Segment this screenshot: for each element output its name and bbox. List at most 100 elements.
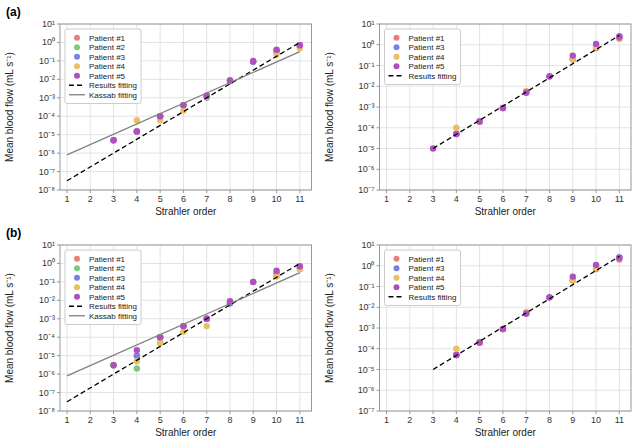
grid-line — [380, 307, 632, 308]
x-tick-label: 10 — [591, 194, 601, 204]
x-tick — [456, 411, 457, 414]
x-tick-label: 7 — [204, 194, 209, 204]
x-tick — [160, 190, 161, 193]
x-tick — [596, 190, 597, 193]
x-tick-label: 11 — [615, 194, 624, 204]
x-tick — [66, 411, 67, 414]
y-tick-label: 10⁻¹ — [358, 61, 374, 71]
plot-frame — [380, 245, 632, 411]
legend-label: Patient #4 — [89, 283, 126, 292]
grid-line — [572, 24, 573, 190]
legend: Patient #1Patient #2Patient #3Patient #4… — [65, 29, 141, 104]
y-tick — [57, 60, 60, 61]
y-tick — [57, 263, 60, 264]
x-tick-label: 7 — [204, 415, 209, 425]
y-tick-label: 10⁻⁶ — [358, 385, 375, 395]
legend-swatch — [389, 75, 405, 76]
x-tick — [276, 190, 277, 193]
y-tick-label: 10⁻⁴ — [358, 123, 375, 133]
legend-label: Kassab fitting — [89, 91, 137, 100]
point — [157, 340, 163, 346]
data-area — [67, 263, 303, 402]
x-tick — [526, 190, 527, 193]
x-tick — [572, 411, 573, 414]
grid-line — [60, 374, 312, 375]
legend-swatch — [394, 265, 400, 271]
legend-swatch — [394, 63, 400, 69]
x-tick — [619, 190, 620, 193]
y-tick-label: 10⁰ — [361, 40, 374, 50]
x-tick — [502, 411, 503, 414]
plot-area — [60, 245, 312, 411]
data-area — [433, 254, 622, 369]
y-tick-label: 10⁰ — [42, 258, 55, 268]
y-tick — [57, 190, 60, 191]
point — [204, 323, 210, 329]
x-tick — [66, 190, 67, 193]
grid-line — [206, 24, 207, 190]
x-tick-label: 4 — [454, 415, 459, 425]
y-tick-label: 10⁻¹ — [39, 56, 55, 66]
grid — [60, 245, 312, 411]
x-tick — [183, 411, 184, 414]
x-tick — [386, 190, 387, 193]
y-tick — [377, 107, 380, 108]
grid-line — [380, 169, 632, 170]
x-tick-label: 8 — [547, 194, 552, 204]
x-tick-label: 2 — [407, 415, 412, 425]
point — [250, 58, 256, 64]
y-tick-label: 10⁻³ — [358, 102, 374, 112]
grid-line — [380, 127, 632, 128]
y-tick — [377, 24, 380, 25]
x-tick-label: 8 — [547, 415, 552, 425]
y-tick-label: 10⁰ — [361, 261, 374, 271]
legend-swatch — [74, 54, 80, 60]
y-tick — [377, 169, 380, 170]
legend-swatch — [74, 35, 80, 41]
y-tick-label: 10⁻⁵ — [358, 144, 375, 154]
x-tick — [502, 190, 503, 193]
x-tick — [619, 411, 620, 414]
y-tick — [57, 79, 60, 80]
y-tick-label: 10⁻⁴ — [38, 332, 55, 342]
legend-box — [65, 29, 141, 104]
y-tick — [57, 116, 60, 117]
grid-line — [60, 153, 312, 154]
x-tick — [276, 411, 277, 414]
point — [134, 352, 140, 358]
legend-swatch — [74, 63, 80, 69]
point — [250, 279, 256, 285]
x-tick — [479, 411, 480, 414]
grid-line — [549, 24, 550, 190]
data-area — [67, 42, 303, 181]
x-tick-label: 4 — [134, 194, 139, 204]
y-tick — [377, 44, 380, 45]
legend-label: Patient #4 — [409, 53, 446, 62]
y-tick — [377, 148, 380, 149]
grid-line — [479, 245, 480, 411]
x-tick — [549, 411, 550, 414]
grid-line — [380, 390, 632, 391]
y-tick-label: 10⁻¹ — [39, 277, 55, 287]
y-tick — [57, 411, 60, 412]
y-tick-label: 10⁻⁶ — [38, 148, 55, 158]
x-tick — [183, 190, 184, 193]
point — [110, 362, 116, 368]
panel-label: (b) — [6, 226, 21, 240]
x-tick — [572, 190, 573, 193]
legend-label: Patient #3 — [409, 43, 446, 52]
y-tick-label: 10¹ — [361, 240, 374, 250]
point — [250, 59, 256, 65]
x-tick — [299, 190, 300, 193]
y-tick — [377, 245, 380, 246]
grid — [60, 24, 312, 190]
x-tick-label: 3 — [111, 415, 116, 425]
x-tick-label: 9 — [570, 194, 575, 204]
x-tick — [456, 190, 457, 193]
y-axis-label: Mean blood flow (mL s⁻¹) — [324, 52, 335, 162]
grid-line — [572, 245, 573, 411]
point — [616, 33, 622, 39]
y-tick-label: 10¹ — [361, 19, 374, 29]
y-tick-label: 10¹ — [42, 240, 55, 250]
legend: Patient #1Patient #3Patient #4Patient #5… — [385, 250, 461, 306]
